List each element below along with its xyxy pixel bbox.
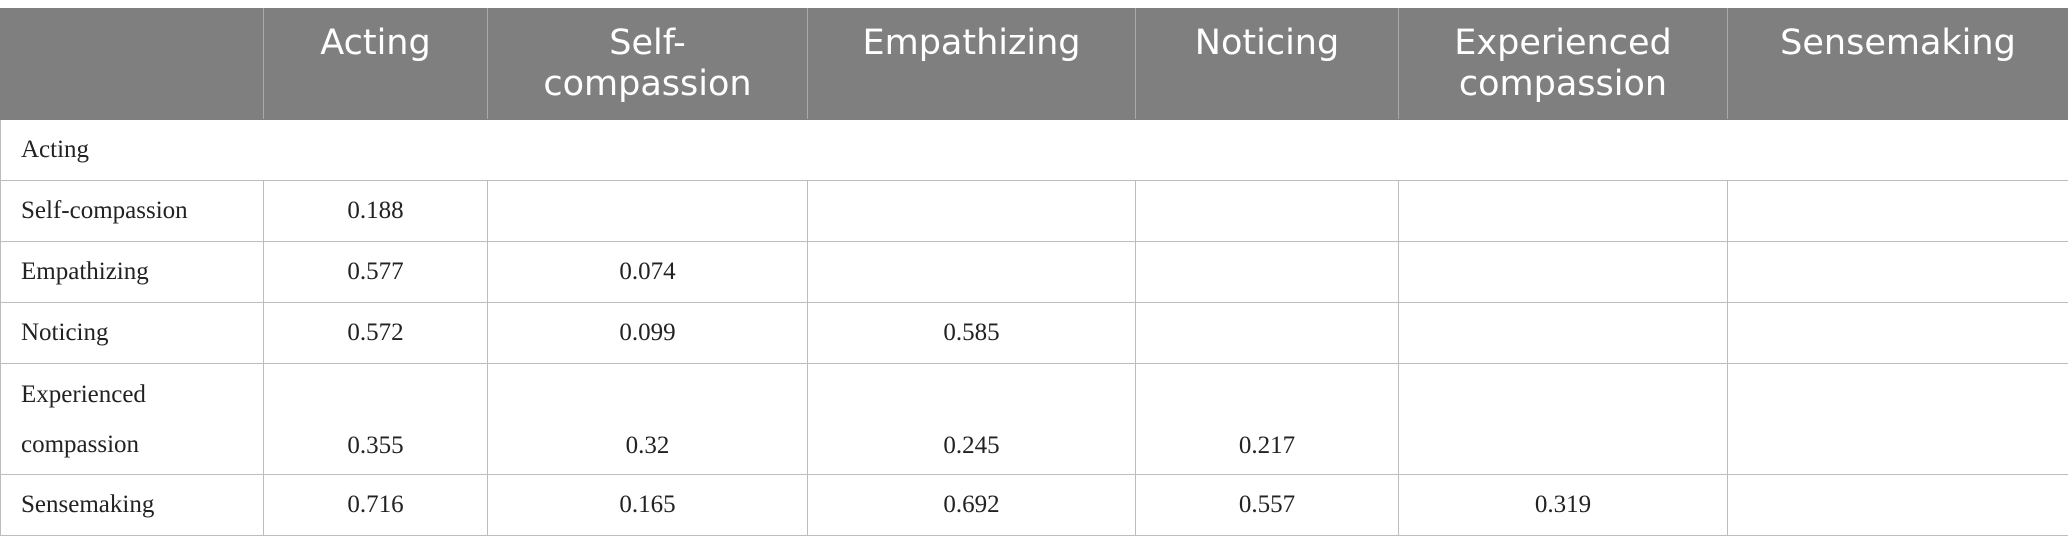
table-cell: 0.245 xyxy=(807,363,1136,475)
header-cell-self-compassion: Self-compassion xyxy=(487,8,808,120)
table-header: Acting Self-compassion Empathizing Notic… xyxy=(0,8,2068,120)
row-label-empathizing: Empathizing xyxy=(0,241,264,303)
table-cell: 0.557 xyxy=(1135,474,1399,536)
correlation-table: Acting Self-compassion Empathizing Notic… xyxy=(0,8,2068,536)
row-label-acting: Acting xyxy=(0,119,2068,181)
table-cell: 0.692 xyxy=(807,474,1136,536)
table-cell xyxy=(1727,302,2068,364)
table-cell: 0.716 xyxy=(263,474,488,536)
table-row: Experienced compassion 0.355 0.32 0.245 … xyxy=(0,363,2068,475)
table-cell: 0.355 xyxy=(263,363,488,475)
table-cell: 0.217 xyxy=(1135,363,1399,475)
table-row: Sensemaking 0.716 0.165 0.692 0.557 0.31… xyxy=(0,474,2068,536)
table-cell: 0.319 xyxy=(1398,474,1728,536)
table-cell xyxy=(1727,180,2068,242)
table-cell xyxy=(1135,180,1399,242)
table-cell xyxy=(807,180,1136,242)
table-row: Empathizing 0.577 0.074 xyxy=(0,241,2068,303)
table-cell: 0.074 xyxy=(487,241,808,303)
row-label-sensemaking: Sensemaking xyxy=(0,474,264,536)
table-cell xyxy=(1398,241,1728,303)
header-cell-acting: Acting xyxy=(263,8,488,120)
table-cell xyxy=(1398,180,1728,242)
row-label-noticing: Noticing xyxy=(0,302,264,364)
table-cell xyxy=(487,180,808,242)
table-cell: 0.577 xyxy=(263,241,488,303)
row-label-experienced-compassion: Experienced compassion xyxy=(0,363,264,475)
header-cell-sensemaking: Sensemaking xyxy=(1727,8,2068,120)
table-cell: 0.099 xyxy=(487,302,808,364)
header-cell-corner xyxy=(0,8,264,120)
header-row: Acting Self-compassion Empathizing Notic… xyxy=(0,8,2068,120)
header-cell-empathizing: Empathizing xyxy=(807,8,1136,120)
table-cell xyxy=(1135,241,1399,303)
table-cell xyxy=(1398,363,1728,475)
row-label-self-compassion: Self-compassion xyxy=(0,180,264,242)
table-cell xyxy=(807,241,1136,303)
header-cell-noticing: Noticing xyxy=(1135,8,1399,120)
table-cell xyxy=(1135,302,1399,364)
table-cell: 0.585 xyxy=(807,302,1136,364)
table-cell: 0.32 xyxy=(487,363,808,475)
table-row: Self-compassion 0.188 xyxy=(0,180,2068,242)
table-cell xyxy=(1398,302,1728,364)
table-body: Acting Self-compassion 0.188 Empathizing… xyxy=(0,119,2068,536)
table-cell: 0.165 xyxy=(487,474,808,536)
header-cell-experienced-compassion: Experienced compassion xyxy=(1398,8,1728,120)
table-cell xyxy=(1727,363,2068,475)
table-cell: 0.188 xyxy=(263,180,488,242)
table-row: Acting xyxy=(0,119,2068,181)
table-cell xyxy=(1727,241,2068,303)
table-cell xyxy=(1727,474,2068,536)
table-cell: 0.572 xyxy=(263,302,488,364)
correlation-table-container: Acting Self-compassion Empathizing Notic… xyxy=(0,8,2068,536)
table-row: Noticing 0.572 0.099 0.585 xyxy=(0,302,2068,364)
